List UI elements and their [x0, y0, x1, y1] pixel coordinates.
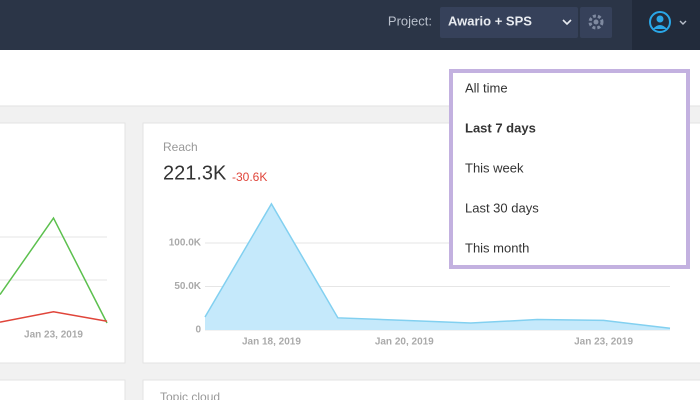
project-value: Awario + SPS — [448, 13, 532, 28]
card-title: Reach — [163, 140, 198, 154]
user-head — [656, 15, 664, 23]
dropdown-item[interactable]: This month — [465, 240, 529, 255]
reach-total: 221.3K — [163, 162, 227, 184]
chevron — [562, 19, 572, 26]
y-tick-label: 100.0K — [169, 238, 202, 249]
charts: 0 50.0K 100.0K Jan 18, 2019 Jan 20, 2019 Jan … — [0, 202, 671, 348]
user-icon[interactable] — [649, 11, 671, 33]
project-select[interactable] — [440, 7, 578, 38]
project-label: Project: — [388, 13, 432, 28]
dropdown-item[interactable]: This week — [465, 160, 524, 175]
x-tick-label: Jan 18, 2019 — [242, 337, 301, 348]
chevron — [679, 20, 687, 25]
y-tick-label: 50.0K — [174, 281, 201, 292]
dropdown-item[interactable]: Last 7 days — [465, 120, 536, 135]
card — [0, 379, 126, 400]
line — [204, 202, 671, 330]
user-area — [632, 0, 700, 50]
mentions-card — [0, 122, 126, 364]
y-tick-label: 0 — [195, 325, 201, 336]
dropdown-item[interactable]: Last 30 days — [465, 200, 539, 215]
topic-card — [142, 379, 700, 400]
gear-center — [593, 19, 599, 25]
line — [0, 311, 108, 323]
dropdown: All time Last 7 days This week Last 30 days… — [449, 69, 690, 269]
card-title: Topic cloud — [160, 390, 220, 400]
x-tick-label: Jan 20, 2019 — [375, 337, 434, 348]
dropdown-item[interactable]: All time — [465, 80, 508, 95]
gear-icon — [588, 14, 604, 30]
x-tick-label: Jan 23, 2019 — [574, 337, 633, 348]
area — [205, 203, 670, 330]
dropdown-panel — [449, 69, 690, 269]
user-body — [653, 25, 667, 29]
reach-change: -30.6K — [232, 170, 267, 184]
x-tick-label: Jan 23, 2019 — [24, 330, 83, 341]
line — [0, 216, 108, 324]
